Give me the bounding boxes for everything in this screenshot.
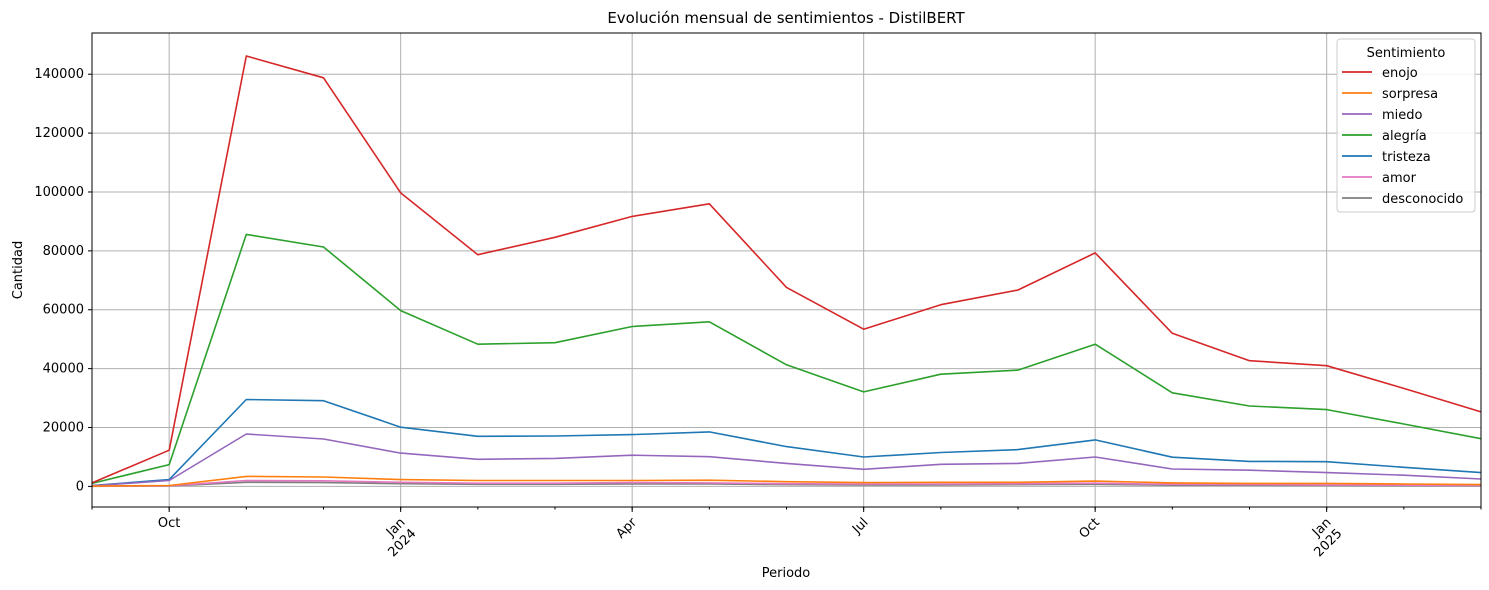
x-tick-label: Oct — [158, 516, 180, 531]
series-line-enojo — [91, 55, 1482, 484]
y-tick-label: 20000 — [43, 421, 84, 436]
legend-label: miedo — [1382, 108, 1423, 123]
y-tick-label: 140000 — [34, 67, 84, 82]
legend-items: enojo sorpresa miedo alegría tristeza amor des… — [1342, 66, 1463, 207]
legend-label: enojo — [1382, 66, 1418, 81]
series-line-sorpresa — [91, 475, 1482, 487]
y-axis-label: Cantidad — [11, 241, 26, 299]
legend-title: Sentimiento — [1367, 46, 1446, 61]
y-axis: 0 20000 40000 60000 80000 100000 120000 140000 — [34, 67, 92, 494]
legend-box — [1336, 38, 1476, 213]
chart-title: Evolución mensual de sentimientos - Dist… — [607, 9, 965, 27]
legend-label: desconocido — [1382, 192, 1463, 207]
x-tick-label: Oct — [1076, 515, 1103, 542]
series-lines — [91, 55, 1482, 488]
y-tick-label: 100000 — [34, 185, 84, 200]
series-line-tristeza — [91, 398, 1482, 487]
legend-label: alegría — [1382, 129, 1427, 144]
y-tick-label: 0 — [76, 479, 84, 494]
y-tick-label: 80000 — [43, 244, 84, 259]
series-line-amor — [91, 479, 1482, 488]
x-tick-label: Apr — [613, 515, 640, 542]
legend: Sentimiento enojo sorpresa miedo alegría tri… — [1336, 38, 1476, 213]
plot-frame — [91, 32, 1482, 508]
legend-label: amor — [1382, 171, 1417, 186]
series-line-alegría — [91, 233, 1482, 485]
legend-label: tristeza — [1382, 150, 1431, 165]
series-line-miedo — [91, 433, 1482, 487]
gridlines — [92, 33, 1481, 507]
y-tick-label: 120000 — [34, 126, 84, 141]
x-axis-label: Periodo — [762, 566, 811, 581]
x-tick-label: Jul — [849, 515, 871, 537]
y-tick-label: 40000 — [43, 362, 84, 377]
legend-label: sorpresa — [1382, 87, 1438, 102]
y-tick-label: 60000 — [43, 303, 84, 318]
